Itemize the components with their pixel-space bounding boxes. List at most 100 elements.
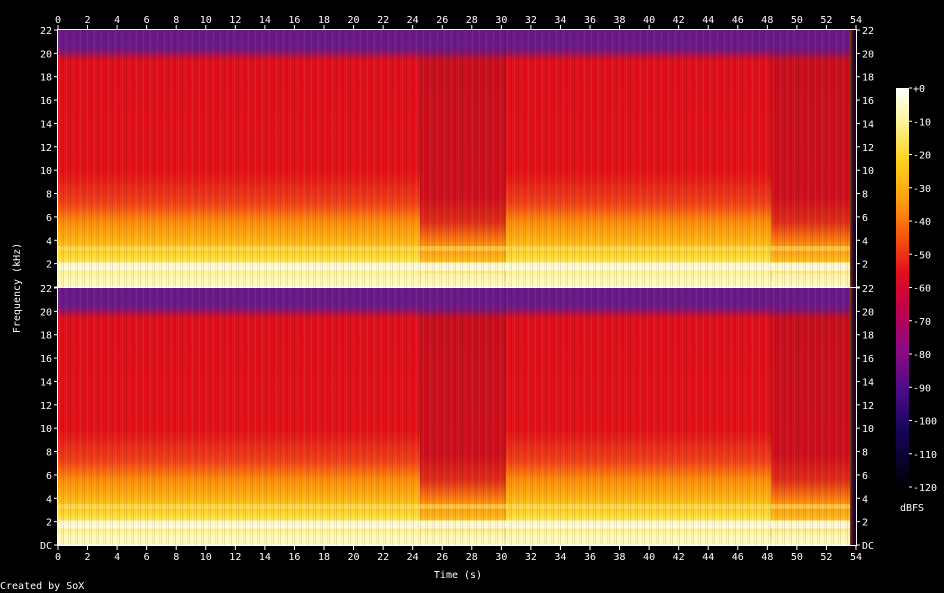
x-tick-label-top: 16 bbox=[288, 15, 300, 26]
y-tick-label-left: 8 bbox=[46, 448, 52, 459]
y-tick-label-right: 12 bbox=[862, 143, 874, 154]
x-tick-label-bottom: 14 bbox=[259, 552, 271, 563]
colorbar-tick-label: -70 bbox=[913, 317, 931, 328]
y-tick-label-right: 6 bbox=[862, 213, 868, 224]
x-tick-label-bottom: 2 bbox=[85, 552, 91, 563]
y-tick-label-right: 22 bbox=[862, 284, 874, 295]
x-tick-label-top: 4 bbox=[114, 15, 120, 26]
x-tick-label-bottom: 4 bbox=[114, 552, 120, 563]
x-tick-label-bottom: 42 bbox=[673, 552, 685, 563]
x-tick-label-top: 34 bbox=[554, 15, 566, 26]
x-tick-label-top: 28 bbox=[466, 15, 478, 26]
y-tick-label-right: 16 bbox=[862, 354, 874, 365]
y-tick-label-left: 4 bbox=[46, 236, 52, 247]
colorbar-tick-label: -30 bbox=[913, 184, 931, 195]
y-tick-label-left: 2 bbox=[46, 518, 52, 529]
y-tick-label-right: 18 bbox=[862, 73, 874, 84]
x-tick-label-top: 10 bbox=[200, 15, 212, 26]
x-tick-label-bottom: 6 bbox=[144, 552, 150, 563]
y-tick-label-left: 12 bbox=[40, 401, 52, 412]
x-tick-label-bottom: 52 bbox=[820, 552, 832, 563]
x-tick-label-top: 12 bbox=[229, 15, 241, 26]
colorbar-tick-label: -40 bbox=[913, 217, 931, 228]
y-tick-label-left: 14 bbox=[40, 119, 52, 130]
x-tick-label-top: 36 bbox=[584, 15, 596, 26]
x-tick-label-top: 2 bbox=[85, 15, 91, 26]
x-tick-label-top: 14 bbox=[259, 15, 271, 26]
x-tick-label-top: 50 bbox=[791, 15, 803, 26]
x-tick-label-top: 18 bbox=[318, 15, 330, 26]
y-tick-label-right: 10 bbox=[862, 166, 874, 177]
x-tick-label-bottom: 28 bbox=[466, 552, 478, 563]
x-tick-label-bottom: 50 bbox=[791, 552, 803, 563]
x-tick-label-bottom: 24 bbox=[407, 552, 419, 563]
y-tick-label-right: 14 bbox=[862, 119, 874, 130]
x-tick-label-top: 6 bbox=[144, 15, 150, 26]
x-axis-label: Time (s) bbox=[434, 570, 482, 581]
y-tick-label-right: 8 bbox=[862, 190, 868, 201]
y-tick-label-right: 20 bbox=[862, 49, 874, 60]
x-tick-label-top: 8 bbox=[173, 15, 179, 26]
colorbar-label: dBFS bbox=[900, 503, 924, 514]
y-tick-label-left: 18 bbox=[40, 331, 52, 342]
y-tick-label-right: 10 bbox=[862, 424, 874, 435]
colorbar-tick-label: -80 bbox=[913, 350, 931, 361]
colorbar-tick-label: +0 bbox=[913, 84, 925, 95]
x-tick-label-top: 26 bbox=[436, 15, 448, 26]
x-tick-label-top: 30 bbox=[495, 15, 507, 26]
x-tick-label-bottom: 22 bbox=[377, 552, 389, 563]
colorbar-tick-label: -110 bbox=[913, 450, 937, 461]
colorbar-tick-label: -10 bbox=[913, 117, 931, 128]
y-tick-label-left: 20 bbox=[40, 307, 52, 318]
y-tick-label-right: 18 bbox=[862, 331, 874, 342]
y-tick-label-right: 12 bbox=[862, 401, 874, 412]
y-tick-label-right: 14 bbox=[862, 377, 874, 388]
x-tick-label-bottom: 30 bbox=[495, 552, 507, 563]
x-tick-label-top: 46 bbox=[732, 15, 744, 26]
x-tick-label-bottom: 12 bbox=[229, 552, 241, 563]
channel-panel-2 bbox=[58, 288, 856, 545]
x-tick-label-top: 48 bbox=[761, 15, 773, 26]
x-tick-label-top: 54 bbox=[850, 15, 862, 26]
y-tick-label-left: 22 bbox=[40, 284, 52, 295]
x-tick-label-bottom: 0 bbox=[55, 552, 61, 563]
y-tick-label-right: 8 bbox=[862, 448, 868, 459]
x-tick-label-bottom: 38 bbox=[614, 552, 626, 563]
y-tick-label-right: 4 bbox=[862, 494, 868, 505]
x-tick-label-top: 32 bbox=[525, 15, 537, 26]
colorbar-tick-label: -100 bbox=[913, 417, 937, 428]
x-tick-label-bottom: 20 bbox=[348, 552, 360, 563]
y-tick-label-left: 22 bbox=[40, 26, 52, 37]
y-tick-label-right: 22 bbox=[862, 26, 874, 37]
channel-panel-1 bbox=[58, 30, 856, 287]
y-tick-label-right: DC bbox=[862, 541, 874, 552]
y-axis-label: Frequency (kHz) bbox=[12, 243, 23, 333]
colorbar-tick-label: -50 bbox=[913, 250, 931, 261]
y-tick-label-left: 16 bbox=[40, 96, 52, 107]
colorbar-tick-label: -90 bbox=[913, 383, 931, 394]
colorbar-tick-label: -60 bbox=[913, 284, 931, 295]
colorbar-tick-label: -120 bbox=[913, 483, 937, 494]
y-tick-label-left: 4 bbox=[46, 494, 52, 505]
y-tick-label-left: 6 bbox=[46, 471, 52, 482]
x-tick-label-top: 42 bbox=[673, 15, 685, 26]
x-tick-label-bottom: 34 bbox=[554, 552, 566, 563]
y-tick-label-left: 10 bbox=[40, 424, 52, 435]
y-tick-label-left: 12 bbox=[40, 143, 52, 154]
x-tick-label-bottom: 44 bbox=[702, 552, 714, 563]
y-tick-label-right: 2 bbox=[862, 260, 868, 271]
x-tick-label-top: 44 bbox=[702, 15, 714, 26]
x-tick-label-bottom: 10 bbox=[200, 552, 212, 563]
y-tick-label-right: 2 bbox=[862, 518, 868, 529]
x-tick-label-top: 20 bbox=[348, 15, 360, 26]
y-tick-label-right: 4 bbox=[862, 236, 868, 247]
y-tick-label-left: 2 bbox=[46, 260, 52, 271]
y-tick-label-left: 6 bbox=[46, 213, 52, 224]
x-tick-label-bottom: 32 bbox=[525, 552, 537, 563]
x-tick-label-bottom: 26 bbox=[436, 552, 448, 563]
y-tick-label-left: 8 bbox=[46, 190, 52, 201]
y-tick-label-left: 20 bbox=[40, 49, 52, 60]
y-tick-label-right: 6 bbox=[862, 471, 868, 482]
x-tick-label-top: 38 bbox=[614, 15, 626, 26]
